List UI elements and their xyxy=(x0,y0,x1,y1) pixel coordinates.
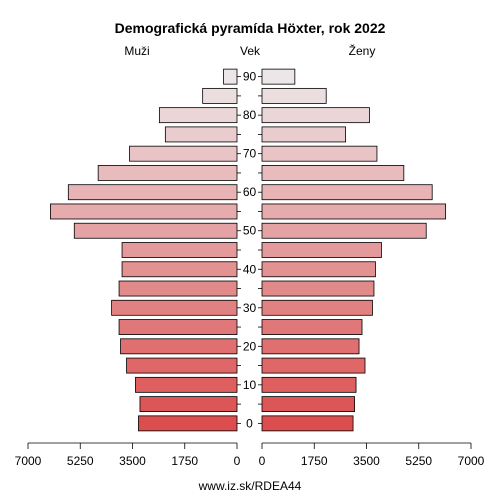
male-bar-age-40 xyxy=(121,261,238,278)
age-tick-label-0: 0 xyxy=(246,416,253,430)
female-x-tick-label-1750: 1750 xyxy=(301,454,328,468)
male-bars xyxy=(49,68,238,432)
chart-title: Demografická pyramída Höxter, rok 2022 xyxy=(115,20,386,36)
male-bar-age-35 xyxy=(118,280,238,297)
female-bar-age-55 xyxy=(261,203,447,220)
female-bar-age-45 xyxy=(261,242,382,258)
male-bar-age-5 xyxy=(139,396,238,413)
female-x-tick-label-5250: 5250 xyxy=(405,454,432,468)
female-bar-age-15 xyxy=(261,357,366,374)
female-bar-age-10 xyxy=(261,376,357,393)
female-bar-age-85 xyxy=(261,87,327,104)
male-bar-age-65 xyxy=(97,165,238,181)
female-bar-age-40 xyxy=(261,261,376,278)
age-tick-label-80: 80 xyxy=(243,108,257,122)
male-bar-age-85 xyxy=(202,87,238,104)
male-bar-age-10 xyxy=(135,376,238,393)
age-tick-label-90: 90 xyxy=(243,70,257,84)
male-bar-age-20 xyxy=(120,338,238,355)
female-bar-age-30 xyxy=(261,299,373,316)
male-bar-age-25 xyxy=(118,319,238,335)
male-bar-age-45 xyxy=(121,242,238,258)
age-tick-label-30: 30 xyxy=(243,301,257,315)
male-bar-age-30 xyxy=(111,299,238,316)
male-bar-age-90 xyxy=(223,68,238,85)
male-bar-age-60 xyxy=(67,184,238,201)
age-tick-label-20: 20 xyxy=(243,339,257,353)
female-x-tick-label-7000: 7000 xyxy=(458,454,485,468)
male-bar-age-80 xyxy=(158,107,238,124)
male-bar-age-75 xyxy=(164,126,238,143)
male-label: Muži xyxy=(124,44,149,58)
male-bar-age-50 xyxy=(73,222,238,239)
age-tick-label-40: 40 xyxy=(243,262,257,276)
female-bar-age-25 xyxy=(261,319,363,335)
female-bar-age-70 xyxy=(261,145,378,162)
male-x-tick-label-7000: 7000 xyxy=(15,454,42,468)
female-bar-age-50 xyxy=(261,222,427,239)
age-label: Vek xyxy=(240,44,261,58)
female-x-tick-label-3500: 3500 xyxy=(353,454,380,468)
age-tick-label-70: 70 xyxy=(243,147,257,161)
female-bar-age-60 xyxy=(261,184,433,201)
age-tick-label-50: 50 xyxy=(243,224,257,238)
male-bar-age-55 xyxy=(49,203,238,220)
male-x-axis: 7000 5250 3500 1750 0 xyxy=(15,442,241,468)
male-x-tick-label-5250: 5250 xyxy=(67,454,94,468)
female-bar-age-0 xyxy=(261,415,354,432)
female-x-tick-label-0: 0 xyxy=(259,454,266,468)
female-bar-age-20 xyxy=(261,338,360,355)
male-x-tick-label-0: 0 xyxy=(234,454,241,468)
female-bar-age-75 xyxy=(261,126,346,143)
female-label: Ženy xyxy=(349,43,376,58)
female-bar-age-65 xyxy=(261,165,405,181)
female-bar-age-5 xyxy=(261,396,355,413)
male-x-tick-label-3500: 3500 xyxy=(119,454,146,468)
age-tick-label-10: 10 xyxy=(243,378,257,392)
female-x-axis: 0 1750 3500 5250 7000 xyxy=(259,442,485,468)
footer-url: www.iz.sk/RDEA44 xyxy=(198,479,302,493)
male-x-tick-label-1750: 1750 xyxy=(171,454,198,468)
male-bar-age-15 xyxy=(126,357,238,374)
female-bars xyxy=(261,68,447,432)
female-bar-age-90 xyxy=(261,68,296,85)
male-bar-age-70 xyxy=(129,145,238,162)
age-tick-label-60: 60 xyxy=(243,185,257,199)
age-axis: 0 10 20 30 40 50 60 70 80 90 xyxy=(237,70,262,430)
female-bar-age-35 xyxy=(261,280,375,297)
female-bar-age-80 xyxy=(261,107,370,124)
male-bar-age-0 xyxy=(138,415,238,432)
